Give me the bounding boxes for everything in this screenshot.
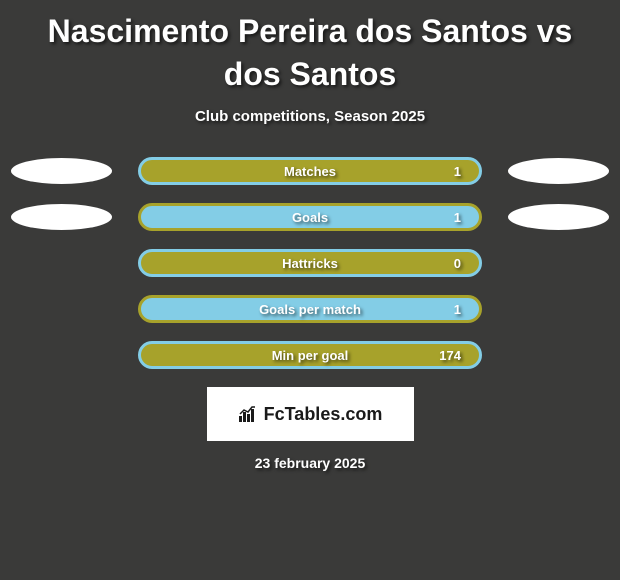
metric-label: Min per goal [141,348,479,363]
metric-value: 0 [454,256,461,271]
metric-value: 1 [454,302,461,317]
metric-pill: Min per goal174 [138,341,482,369]
metric-row: Hattricks0 [0,249,620,277]
metric-label: Hattricks [141,256,479,271]
metric-row: Goals1 [0,203,620,231]
metric-value: 174 [439,348,461,363]
brand-badge: FcTables.com [207,387,414,441]
subtitle: Club competitions, Season 2025 [0,108,620,125]
metric-row: Goals per match1 [0,295,620,323]
stats-comparison-panel: Nascimento Pereira dos Santos vs dos San… [0,0,620,580]
metric-row: Matches1 [0,157,620,185]
left-team-badge [11,204,112,230]
right-team-badge [508,158,609,184]
brand-text: FcTables.com [264,404,383,425]
metric-label: Matches [141,164,479,179]
metric-pill: Goals per match1 [138,295,482,323]
metric-pill: Hattricks0 [138,249,482,277]
metrics-list: Matches1Goals1Hattricks0Goals per match1… [0,157,620,369]
page-title: Nascimento Pereira dos Santos vs dos San… [0,0,620,96]
metric-value: 1 [454,164,461,179]
chart-icon [238,404,258,424]
metric-value: 1 [454,210,461,225]
metric-label: Goals per match [141,302,479,317]
metric-label: Goals [141,210,479,225]
left-team-badge [11,158,112,184]
metric-row: Min per goal174 [0,341,620,369]
metric-pill: Goals1 [138,203,482,231]
right-team-badge [508,204,609,230]
metric-pill: Matches1 [138,157,482,185]
date-label: 23 february 2025 [0,455,620,471]
